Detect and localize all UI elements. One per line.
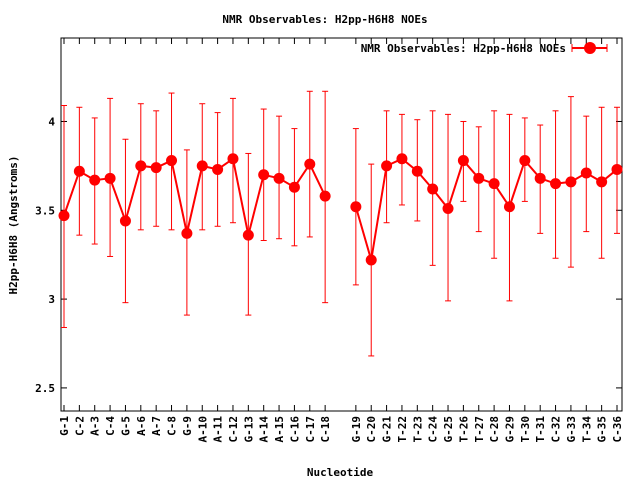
y-tick-label: 4 (48, 115, 55, 128)
data-point (227, 153, 239, 165)
x-tick-label: G-33 (565, 416, 578, 443)
x-tick-label: G-1 (58, 416, 71, 436)
x-tick-label: C-28 (488, 416, 501, 443)
data-point (365, 254, 377, 266)
data-point (565, 176, 577, 188)
x-tick-label: G-9 (181, 416, 194, 436)
legend: NMR Observables: H2pp-H6H8 NOEs (361, 42, 608, 55)
data-point (135, 160, 147, 172)
data-point (150, 162, 162, 174)
x-tick-label: T-34 (580, 416, 593, 443)
axis-ticks: 2.5 3 3.5 4 (35, 38, 622, 411)
x-tick-label: C-12 (227, 416, 240, 443)
x-tick-label: G-5 (119, 416, 132, 436)
data-point (304, 158, 316, 170)
data-point (181, 227, 193, 239)
data-point (319, 190, 331, 202)
data-point (89, 174, 101, 186)
x-tick-label: C-32 (550, 416, 563, 443)
data-point (596, 176, 608, 188)
x-tick-labels: G-1 C-2 A-3 C-4 G-5 A-6 A-7 C-8 G-9 A-10 A-11 C-12 G… (58, 416, 624, 443)
data-point (580, 167, 592, 179)
data-point (519, 155, 531, 167)
y-tick-label: 3.5 (35, 204, 55, 217)
chart-title: NMR Observables: H2pp-H6H8 NOEs (222, 13, 427, 26)
series-lines (63, 157, 618, 261)
x-tick-label: A-6 (135, 416, 148, 436)
data-point (381, 160, 393, 172)
x-tick-label: T-23 (411, 416, 424, 443)
data-point (411, 165, 423, 177)
data-point (488, 178, 500, 190)
y-axis-label: H2pp-H6H8 (Angstroms) (7, 155, 20, 294)
legend-marker (584, 42, 596, 54)
x-tick-label: T-22 (396, 416, 409, 443)
x-tick-label: G-29 (503, 416, 516, 443)
data-point (73, 165, 85, 177)
plot-frame (60, 37, 623, 412)
data-point (58, 210, 70, 222)
x-tick-label: G-21 (381, 416, 394, 443)
data-point (396, 153, 408, 165)
data-point (457, 155, 469, 167)
x-tick-label: G-25 (442, 416, 455, 443)
x-tick-label: T-30 (519, 416, 532, 443)
x-tick-label: C-4 (104, 416, 117, 436)
x-tick-label: T-31 (534, 416, 547, 443)
data-point (503, 201, 515, 213)
legend-label: NMR Observables: H2pp-H6H8 NOEs (361, 42, 566, 55)
x-tick-label: G-13 (242, 416, 255, 443)
data-point (196, 160, 208, 172)
data-point (242, 229, 254, 241)
data-point (258, 169, 270, 181)
x-tick-label: A-14 (258, 416, 271, 443)
data-point (611, 163, 623, 175)
data-point (534, 172, 546, 184)
x-tick-label: C-18 (319, 416, 332, 443)
data-point (550, 178, 562, 190)
y-tick-label: 2.5 (35, 382, 55, 395)
data-point (350, 201, 362, 213)
x-tick-label: C-2 (73, 416, 86, 436)
x-tick-label: C-17 (304, 416, 317, 443)
x-tick-label: A-10 (196, 416, 209, 443)
data-point (427, 183, 439, 195)
data-point (273, 172, 285, 184)
x-tick-label: A-15 (273, 416, 286, 443)
data-markers (58, 153, 623, 266)
x-tick-label: C-8 (166, 416, 179, 436)
series-line (63, 157, 327, 236)
y-tick-label: 3 (48, 293, 55, 306)
error-bars (61, 90, 620, 357)
data-point (166, 155, 178, 167)
data-point (473, 172, 485, 184)
x-axis-label: Nucleotide (307, 466, 374, 479)
x-tick-label: G-35 (596, 416, 609, 443)
x-tick-label: T-26 (457, 416, 470, 443)
x-tick-label: C-24 (427, 416, 440, 443)
data-point (288, 181, 300, 193)
x-tick-label: A-11 (212, 416, 225, 443)
data-point (119, 215, 131, 227)
x-tick-label: C-36 (611, 416, 624, 443)
data-point (104, 172, 116, 184)
x-tick-label: T-27 (473, 416, 486, 443)
x-tick-label: C-16 (288, 416, 301, 443)
data-point (212, 163, 224, 175)
x-tick-label: C-20 (365, 416, 378, 443)
series-line (354, 157, 618, 261)
x-tick-label: A-3 (89, 416, 102, 436)
x-tick-label: A-7 (150, 416, 163, 436)
data-point (442, 203, 454, 215)
x-tick-label: G-19 (350, 416, 363, 443)
